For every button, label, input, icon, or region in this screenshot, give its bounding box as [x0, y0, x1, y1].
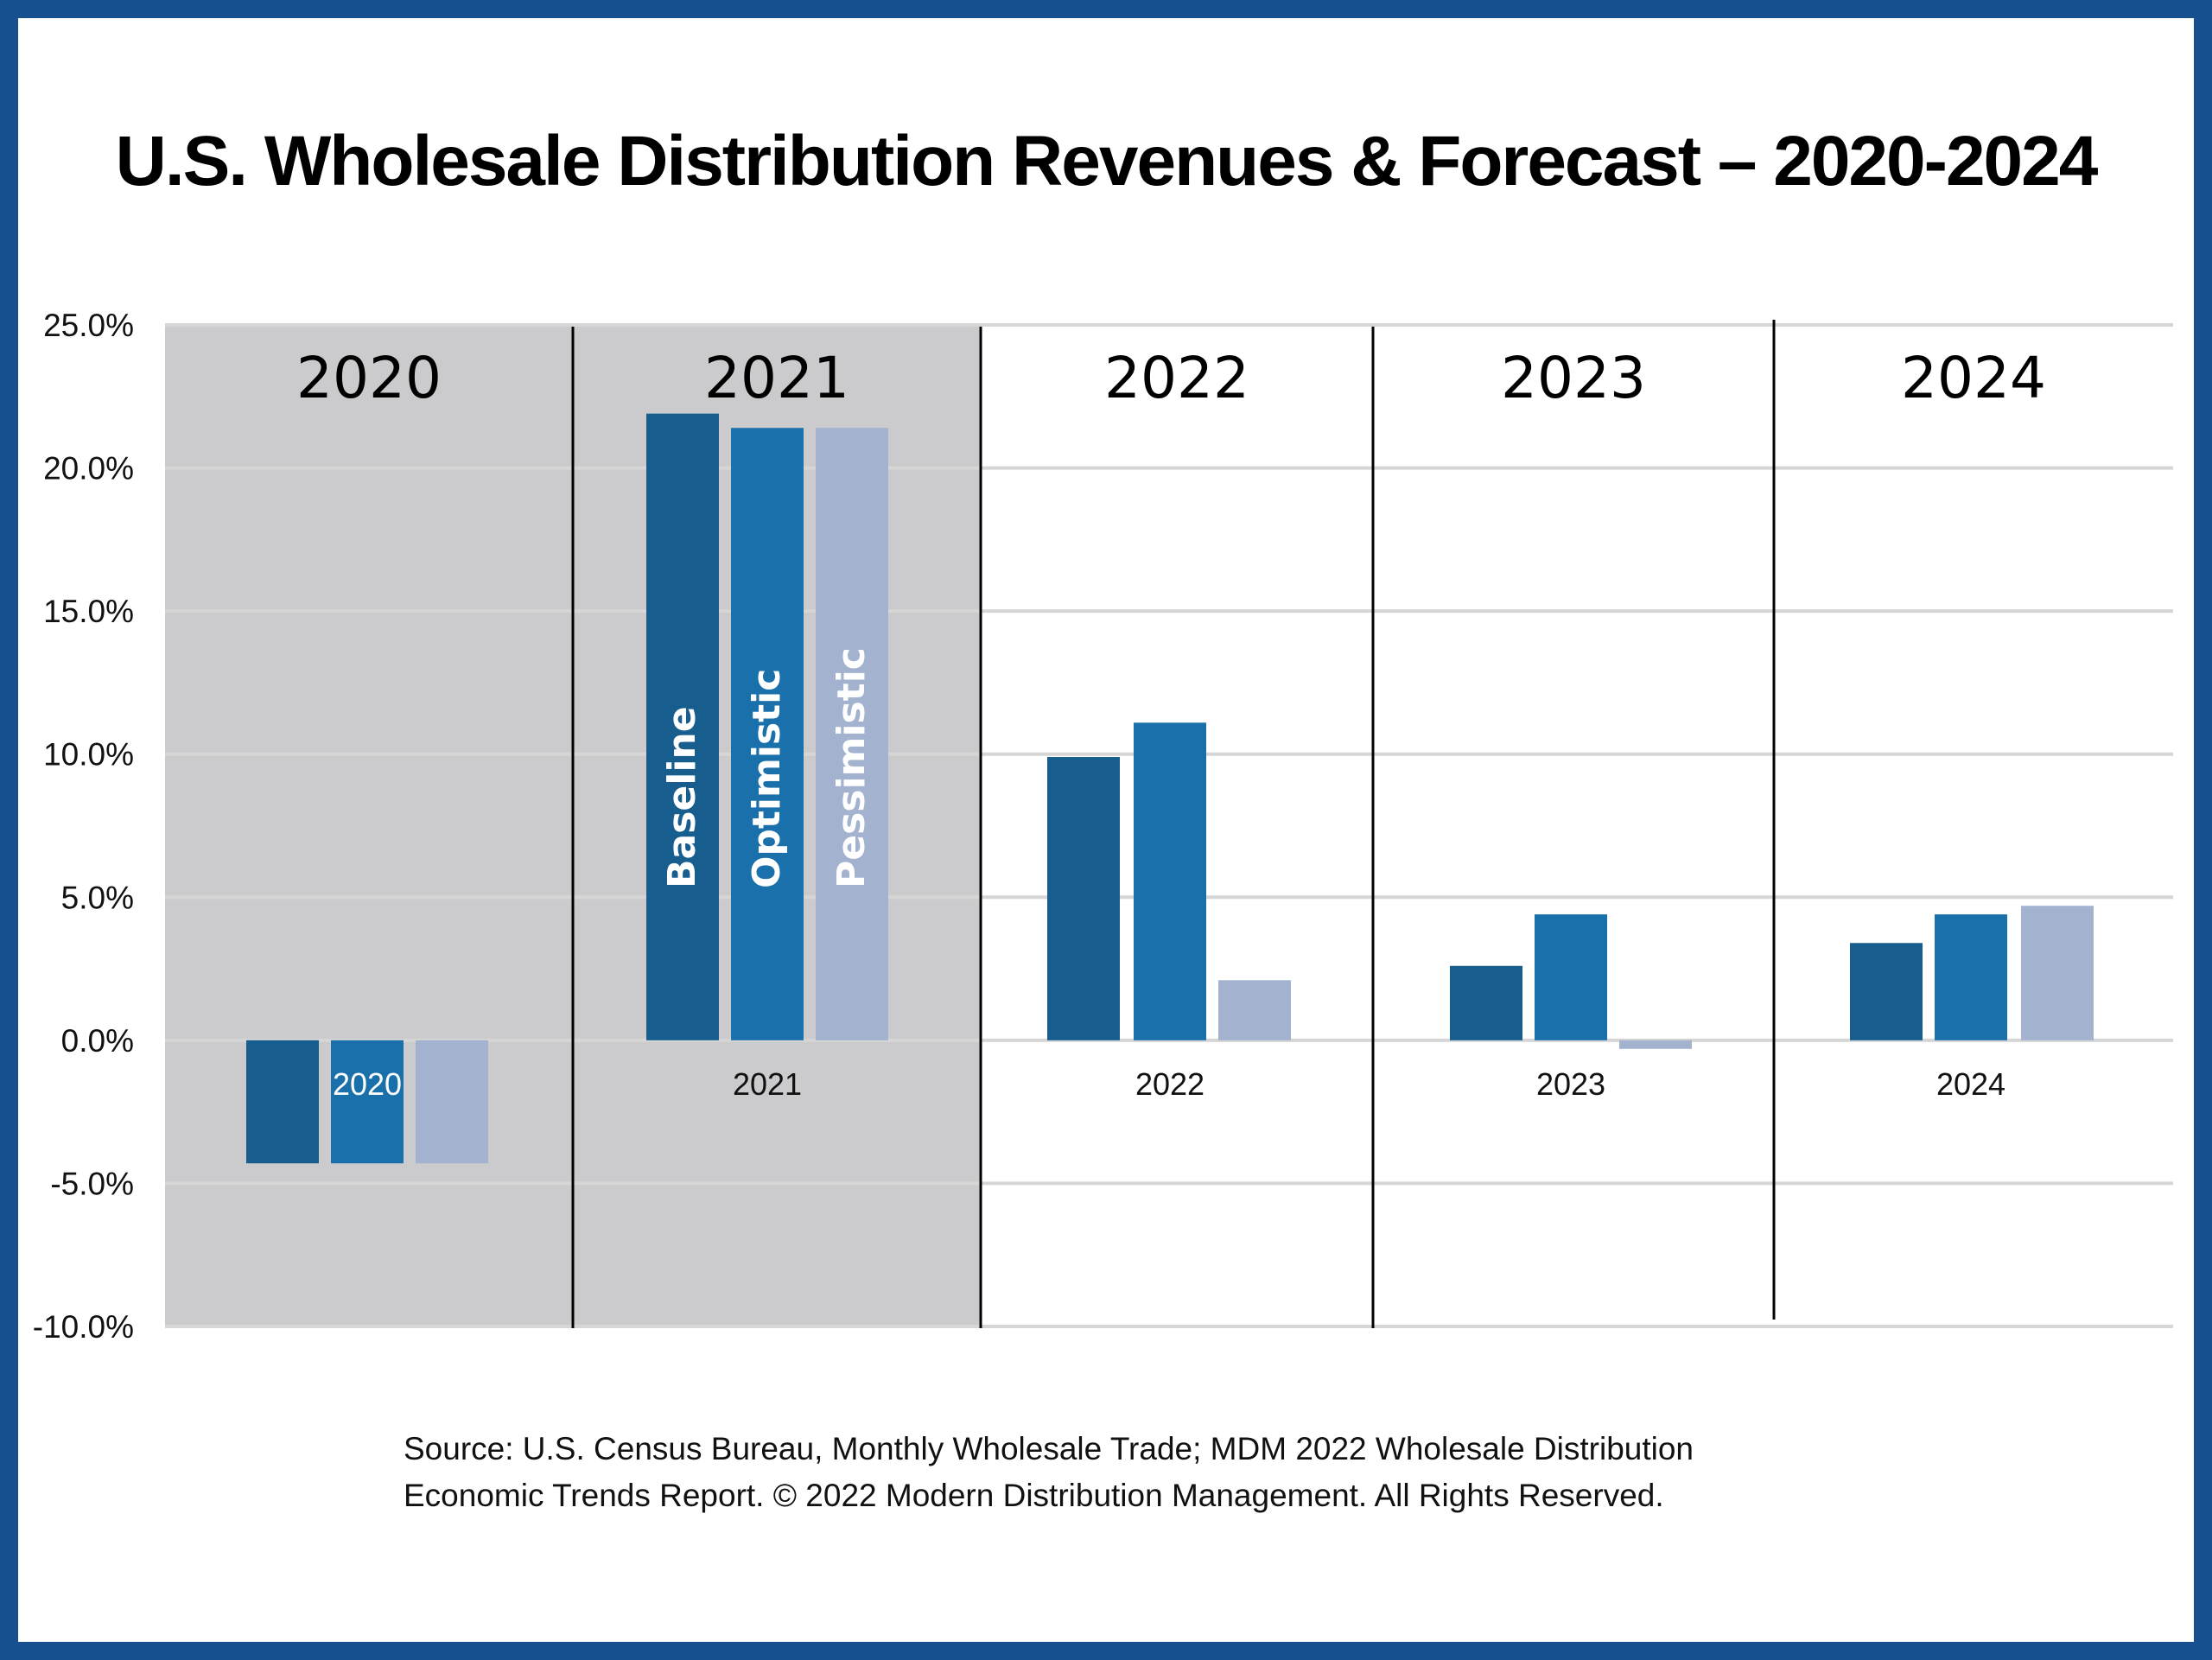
- y-tick-label: 5.0%: [61, 880, 134, 915]
- bar-optimistic-2022: [1134, 722, 1206, 1040]
- column-header: 2020: [296, 345, 442, 411]
- y-tick-label: -5.0%: [50, 1166, 134, 1201]
- bar-baseline-2024: [1850, 943, 1923, 1040]
- historical-shading: [165, 325, 573, 1326]
- series-label-optimistic: Optimistic: [745, 669, 789, 888]
- y-tick-label: 20.0%: [43, 451, 134, 487]
- column-header: 2022: [1104, 345, 1249, 411]
- column-header: 2024: [1901, 345, 2046, 411]
- bar-baseline-2020: [246, 1040, 319, 1164]
- bar-pessimistic-2020: [416, 1040, 488, 1164]
- bar-pessimistic-2021: [816, 428, 888, 1040]
- bar-pessimistic-2022: [1218, 980, 1291, 1040]
- bar-optimistic-2020: [331, 1040, 404, 1164]
- category-label: 2023: [1536, 1066, 1605, 1102]
- bar-pessimistic-2024: [2021, 906, 2094, 1040]
- source-line-1: Source: U.S. Census Bureau, Monthly Whol…: [404, 1431, 1694, 1466]
- chart-title: U.S. Wholesale Distribution Revenues & F…: [115, 122, 2099, 200]
- source-note: Source: U.S. Census Bureau, Monthly Whol…: [404, 1426, 1694, 1519]
- category-label: 2021: [733, 1066, 802, 1102]
- series-label-pessimistic: Pessimistic: [830, 647, 874, 888]
- y-tick-label: 15.0%: [43, 594, 134, 629]
- y-tick-label: 10.0%: [43, 737, 134, 773]
- y-tick-label: 0.0%: [61, 1023, 134, 1059]
- bar-pessimistic-2023: [1619, 1040, 1692, 1049]
- y-tick-label: 25.0%: [43, 308, 134, 343]
- bar-optimistic-2021: [731, 428, 804, 1040]
- source-line-2: Economic Trends Report. © 2022 Modern Di…: [404, 1478, 1664, 1513]
- column-header: 2021: [704, 345, 849, 411]
- y-tick-label: -10.0%: [33, 1309, 134, 1345]
- category-label: 2020: [333, 1066, 402, 1102]
- bar-baseline-2023: [1450, 965, 1522, 1040]
- column-header: 2023: [1501, 345, 1646, 411]
- bar-optimistic-2024: [1935, 914, 2007, 1040]
- category-label: 2024: [1936, 1066, 2005, 1102]
- category-label: 2022: [1135, 1066, 1205, 1102]
- series-label-baseline: Baseline: [660, 706, 704, 888]
- bar-baseline-2022: [1047, 757, 1120, 1040]
- bar-baseline-2021: [646, 413, 719, 1040]
- bar-optimistic-2023: [1535, 914, 1607, 1040]
